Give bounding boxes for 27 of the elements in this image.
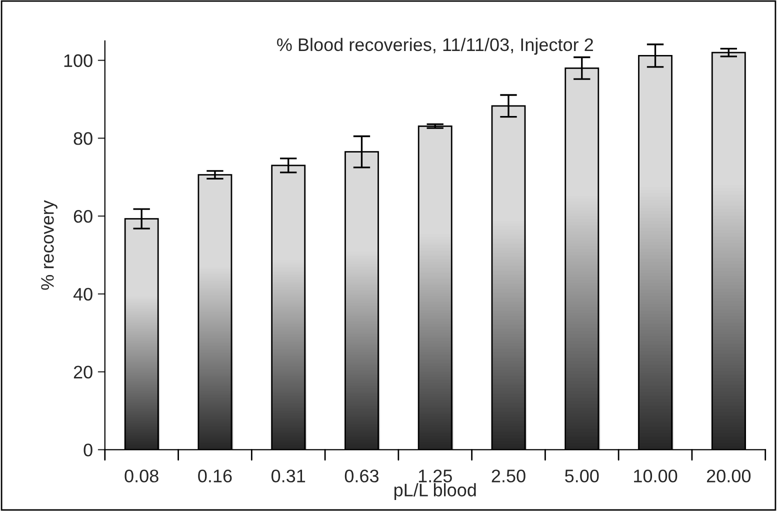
x-axis-title: pL/L blood — [394, 483, 476, 500]
y-tick-label: 0 — [84, 444, 92, 456]
x-tick-label: 0.31 — [271, 470, 306, 482]
bar — [418, 125, 452, 450]
y-tick-label: 80 — [74, 132, 92, 145]
bar — [491, 105, 526, 450]
bar — [344, 151, 379, 450]
y-tick-label: 20 — [74, 366, 92, 379]
x-tick-label: 0.63 — [344, 470, 379, 482]
x-tick-label: 20.00 — [706, 470, 751, 482]
bar — [564, 67, 600, 450]
bar — [124, 218, 159, 450]
x-tick-label: 10.00 — [634, 470, 678, 482]
bar — [271, 164, 306, 450]
y-tick-label: 60 — [74, 210, 92, 223]
bar — [711, 52, 746, 450]
x-tick-label: 1.25 — [418, 470, 452, 482]
bar — [638, 54, 672, 450]
y-tick-label: 40 — [73, 288, 92, 301]
chart-title: % Blood recoveries, 11/11/03, Injector 2 — [277, 38, 593, 55]
x-tick-label: 0.08 — [124, 470, 158, 482]
x-tick-label: 5.00 — [565, 470, 599, 482]
y-axis-title: % recovery — [41, 200, 58, 290]
bar — [198, 174, 232, 450]
x-tick-label: 2.50 — [492, 470, 526, 482]
x-tick-label: 0.16 — [198, 470, 232, 482]
y-tick-label: 100 — [64, 54, 92, 68]
